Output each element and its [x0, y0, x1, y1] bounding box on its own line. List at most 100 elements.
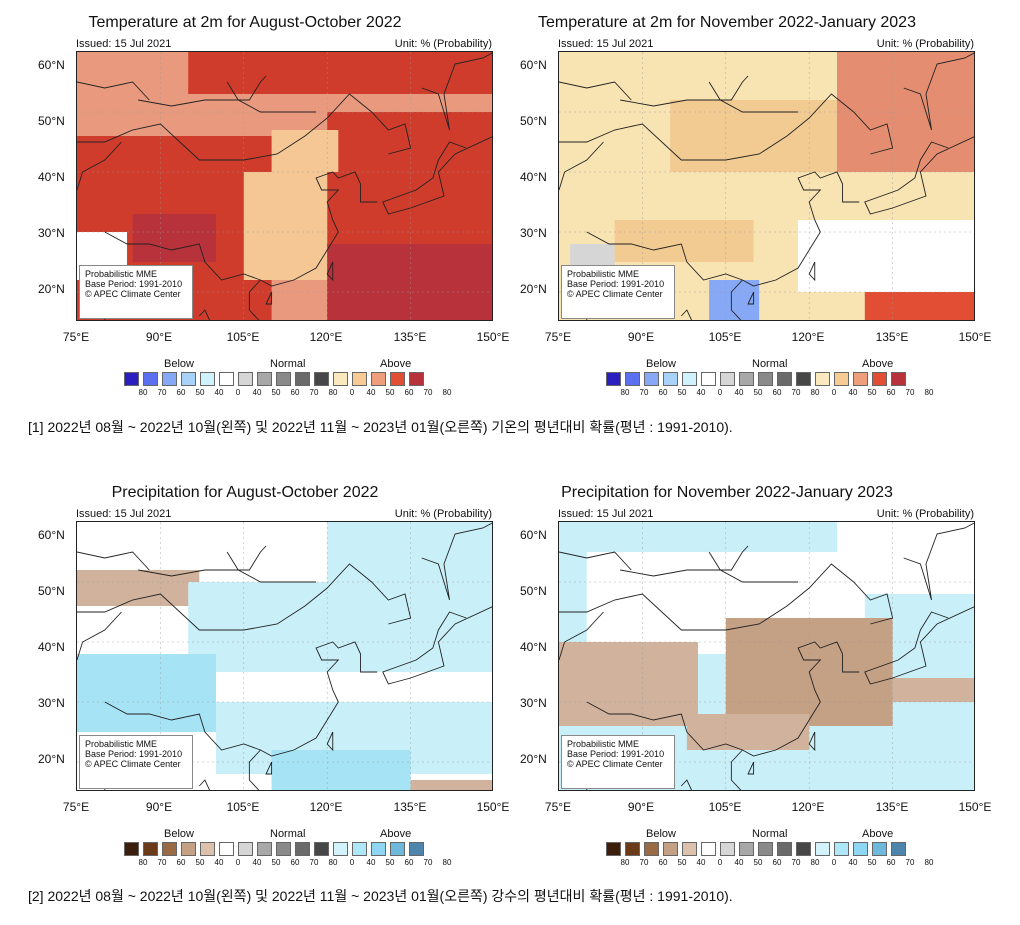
map-canvas — [559, 52, 974, 320]
coastline-border — [708, 545, 749, 571]
probability-patch — [798, 220, 974, 292]
legend-swatch — [257, 842, 272, 856]
issued-date: Issued: 15 Jul 2021 — [76, 508, 172, 520]
coastline-border — [559, 563, 894, 631]
legend-tick-label: 40 — [252, 858, 262, 867]
legend-tick-label: 70 — [639, 388, 649, 397]
legend-tick-label: 40 — [848, 388, 858, 397]
legend-swatch — [276, 372, 291, 386]
lon-label-90: 90°E — [145, 800, 173, 814]
legend-heading: Normal — [270, 358, 306, 370]
legend-swatch — [238, 372, 253, 386]
legend-swatch — [625, 372, 640, 386]
figure-caption-1: [1] 2022년 08월 ~ 2022년 10월(왼쪽) 및 2022년 11… — [28, 419, 733, 435]
map-panel-prcp-ndj: Precipitation for November 2022-January … — [492, 476, 991, 867]
legend-swatch — [606, 842, 621, 856]
legend-swatch — [891, 372, 906, 386]
legend-heading: Normal — [752, 828, 788, 840]
legend-tick-label: 40 — [214, 388, 224, 397]
legend-swatch — [371, 372, 386, 386]
legend-swatch — [352, 842, 367, 856]
probability-patch — [77, 654, 216, 732]
legend-swatch — [853, 372, 868, 386]
lat-label-20: 20°N — [38, 752, 65, 766]
legend-tick-label: 60 — [658, 858, 668, 867]
coastline-border — [708, 75, 749, 101]
legend-tick-label: 0 — [349, 388, 355, 397]
lon-label-105: 105°E — [226, 330, 260, 344]
legend-swatch — [758, 372, 773, 386]
map-canvas — [559, 522, 974, 790]
legend-swatch — [162, 372, 177, 386]
coastline-border — [77, 81, 150, 101]
legend-tick-label: 40 — [252, 388, 262, 397]
lon-label-120: 120°E — [791, 330, 825, 344]
legend-tick-label: 50 — [753, 858, 763, 867]
legend-heading: Above — [380, 358, 412, 370]
map-legend: Below Normal Above 80 70 60 50 40 0 40 50 60 70 80 0 40… — [606, 358, 936, 398]
lat-label-60: 60°N — [520, 58, 547, 72]
legend-swatch — [815, 842, 830, 856]
probability-patch — [243, 172, 328, 280]
legend-heading: Normal — [752, 358, 788, 370]
legend-tick-label: 0 — [831, 388, 837, 397]
lat-label-20: 20°N — [520, 282, 547, 296]
legend-swatch — [815, 372, 830, 386]
legend-tick-label: 70 — [423, 388, 433, 397]
map-title: Temperature at 2m for August-October 202… — [88, 14, 402, 31]
legend-tick-label: 60 — [176, 858, 186, 867]
coastline-border — [730, 641, 860, 790]
legend-swatch — [371, 842, 386, 856]
coastline-border — [382, 136, 492, 215]
legend-swatch — [333, 372, 348, 386]
legend-swatch — [796, 842, 811, 856]
coastline-border — [77, 551, 150, 571]
lat-label-40: 40°N — [38, 640, 65, 654]
legend-swatch — [409, 842, 424, 856]
issued-date: Issued: 15 Jul 2021 — [558, 38, 654, 50]
probability-patch — [271, 750, 411, 790]
legend-tick-label: 0 — [831, 858, 837, 867]
legend-tick-label: 80 — [810, 388, 820, 397]
coastline-border — [559, 93, 894, 161]
probability-patch — [864, 292, 974, 320]
legend-tick-label: 70 — [309, 858, 319, 867]
legend-swatch — [682, 372, 697, 386]
map-panel-temp-ndj: Temperature at 2m for November 2022-Janu… — [492, 6, 991, 398]
legend-swatch — [124, 372, 139, 386]
legend-swatch — [238, 842, 253, 856]
legend-tick-label: 80 — [442, 388, 452, 397]
coastline-border — [104, 701, 261, 751]
legend-tick-label: 60 — [404, 858, 414, 867]
coastline-border — [864, 606, 974, 685]
legend-swatch — [276, 842, 291, 856]
legend-tick-label: 50 — [677, 388, 687, 397]
legend-tick-label: 50 — [867, 858, 877, 867]
legend-tick-label: 0 — [717, 388, 723, 397]
coastline-border — [421, 52, 492, 131]
map-title: Temperature at 2m for November 2022-Janu… — [538, 14, 916, 31]
lat-label-40: 40°N — [520, 170, 547, 184]
legend-tick-label: 50 — [271, 858, 281, 867]
probability-patch — [686, 714, 810, 750]
unit-label: Unit: % (Probability) — [394, 508, 492, 520]
coastline-border — [382, 606, 492, 685]
coastline-border — [680, 779, 693, 790]
legend-swatch — [606, 372, 621, 386]
legend-swatch — [143, 842, 158, 856]
legend-swatch — [333, 842, 348, 856]
legend-swatch — [219, 842, 234, 856]
probability-patch — [892, 678, 974, 702]
probability-patch — [188, 582, 492, 672]
legend-tick-label: 70 — [309, 388, 319, 397]
coastline-border — [421, 522, 492, 601]
legend-tick-label: 40 — [848, 858, 858, 867]
probability-patch — [570, 244, 615, 268]
legend-swatch — [181, 372, 196, 386]
legend-tick-label: 70 — [791, 388, 801, 397]
lat-label-30: 30°N — [520, 226, 547, 240]
legend-swatch — [853, 842, 868, 856]
coastline-border — [559, 81, 632, 101]
map-title: Precipitation for November 2022-January … — [561, 484, 893, 501]
lat-label-60: 60°N — [38, 528, 65, 542]
